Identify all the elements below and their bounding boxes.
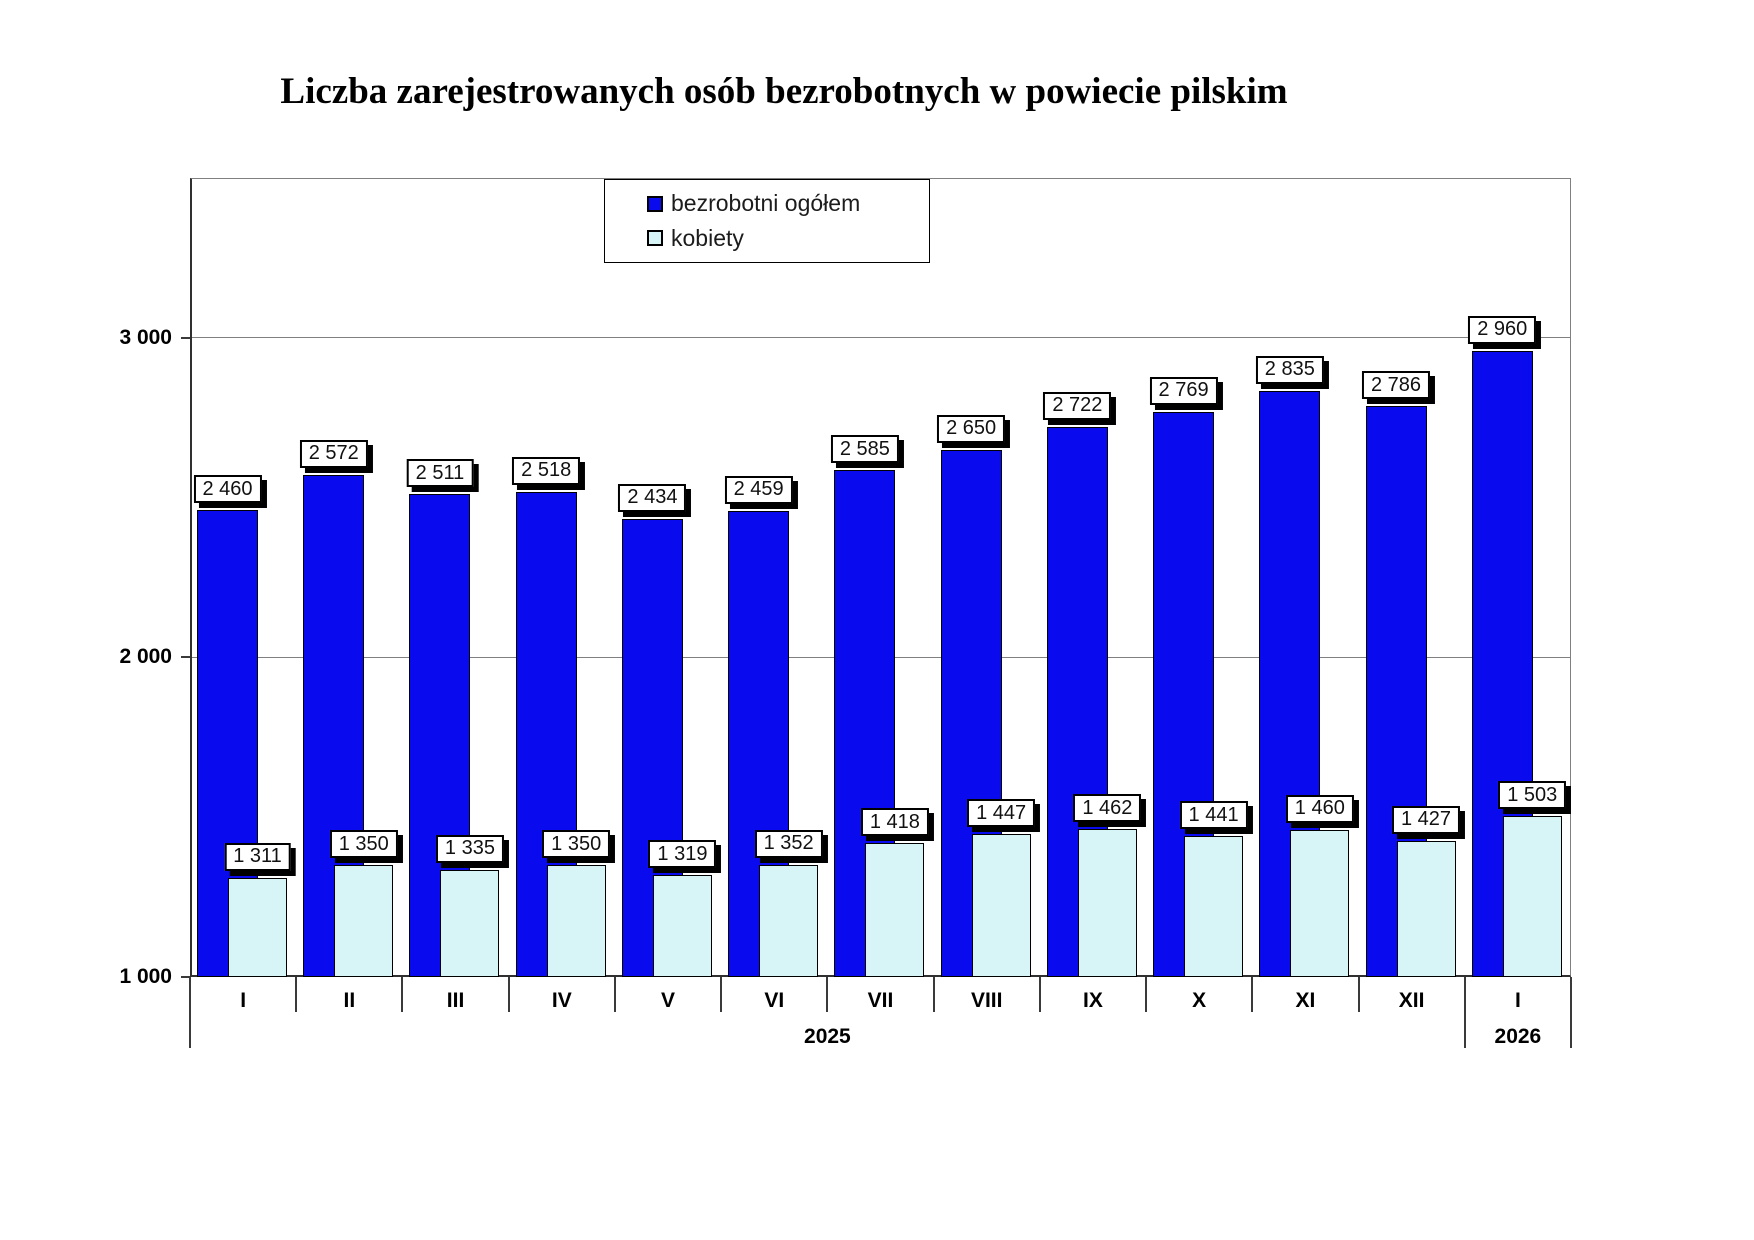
x-axis-year-tick [1463, 977, 1466, 1048]
data-label: 2 835 [1255, 355, 1324, 384]
data-label: 2 511 [406, 459, 474, 488]
y-axis-label: 1 000 [119, 965, 172, 988]
bar-kobiety [1502, 816, 1562, 977]
x-month-label: VI [764, 989, 785, 1012]
y-axis-tick [181, 336, 190, 339]
data-label: 1 350 [542, 830, 611, 859]
y-axis-label: 3 000 [119, 325, 172, 349]
data-label: 2 769 [1149, 376, 1218, 405]
data-label: 1 447 [967, 799, 1036, 828]
x-month-label: I [1514, 989, 1521, 1012]
data-label: 2 722 [1043, 391, 1112, 420]
x-axis-tick [1038, 977, 1041, 1012]
data-label: 1 462 [1073, 794, 1142, 823]
x-axis-tick [401, 977, 404, 1012]
x-month-label: X [1192, 989, 1207, 1012]
bar-kobiety [759, 864, 819, 977]
x-month-label: V [661, 989, 676, 1012]
x-year-label: 2026 [1494, 1025, 1542, 1048]
data-label: 2 459 [724, 475, 793, 504]
gridline [190, 337, 1571, 339]
data-label: 2 460 [193, 475, 262, 504]
bar-kobiety [652, 875, 712, 977]
bar-kobiety [1290, 829, 1350, 977]
x-year-label: 2025 [804, 1025, 851, 1048]
x-month-label: IX [1083, 989, 1103, 1012]
x-axis-tick [1145, 977, 1148, 1012]
legend-item-women: kobiety [647, 224, 929, 251]
x-month-label: VII [867, 989, 894, 1012]
data-label: 1 352 [754, 829, 823, 858]
x-month-label: XI [1295, 989, 1316, 1012]
bar-kobiety [228, 877, 287, 977]
x-month-label: VIII [970, 989, 1003, 1012]
bar-kobiety [971, 834, 1031, 977]
bar-kobiety [334, 865, 394, 977]
legend-women-swatch-icon [647, 230, 663, 247]
bar-bezrobotni-ogolem [197, 510, 258, 977]
data-label: 2 650 [937, 414, 1006, 443]
y-axis-tick [181, 976, 190, 978]
x-axis-tick [507, 977, 510, 1012]
legend-item-total: bezrobotni ogółem [647, 190, 929, 217]
x-month-label: XII [1398, 989, 1425, 1012]
data-label: 1 350 [329, 830, 398, 859]
data-label: 2 960 [1468, 315, 1537, 344]
data-label: 2 434 [618, 483, 687, 512]
x-axis-tick [1251, 977, 1254, 1012]
x-axis-tick [932, 977, 935, 1012]
bar-kobiety [1396, 840, 1456, 977]
x-axis-year-tick [189, 977, 191, 1048]
x-month-label: I [240, 989, 247, 1012]
x-month-label: II [343, 989, 356, 1012]
data-label: 1 418 [860, 808, 929, 837]
data-label: 2 572 [299, 439, 368, 468]
y-axis-label: 2 000 [119, 645, 172, 669]
legend-total-label: bezrobotni ogółem [671, 190, 861, 217]
legend-women-label: kobiety [671, 224, 744, 251]
data-label: 2 585 [830, 435, 899, 464]
bar-kobiety [865, 843, 925, 977]
bar-kobiety [546, 865, 606, 977]
data-label: 1 427 [1392, 805, 1461, 834]
bar-kobiety [440, 869, 500, 977]
data-label: 2 786 [1362, 371, 1431, 400]
bar-kobiety [1077, 829, 1137, 977]
x-axis-tick [826, 977, 829, 1012]
legend-total-swatch-icon [647, 195, 663, 212]
x-axis-tick [720, 977, 723, 1012]
legend: bezrobotni ogółem kobiety [604, 179, 930, 263]
chart-title: Liczba zarejestrowanych osób bezrobotnyc… [280, 71, 1288, 112]
bar-bezrobotni-ogolem [621, 518, 683, 977]
data-label: 1 441 [1179, 801, 1248, 830]
x-axis-year-tick [1570, 977, 1572, 1048]
data-label: 1 311 [224, 842, 291, 871]
data-label: 1 503 [1498, 781, 1567, 810]
x-axis-tick [1357, 977, 1360, 1012]
data-label: 1 319 [648, 840, 717, 869]
x-month-label: III [446, 989, 465, 1012]
data-label: 1 460 [1285, 794, 1354, 823]
y-axis-tick [181, 656, 190, 659]
data-label: 1 335 [435, 834, 504, 863]
x-axis-tick [295, 977, 298, 1012]
data-label: 2 518 [512, 456, 581, 485]
x-month-label: IV [551, 989, 572, 1012]
bar-kobiety [1184, 836, 1244, 977]
x-axis-tick [613, 977, 616, 1012]
